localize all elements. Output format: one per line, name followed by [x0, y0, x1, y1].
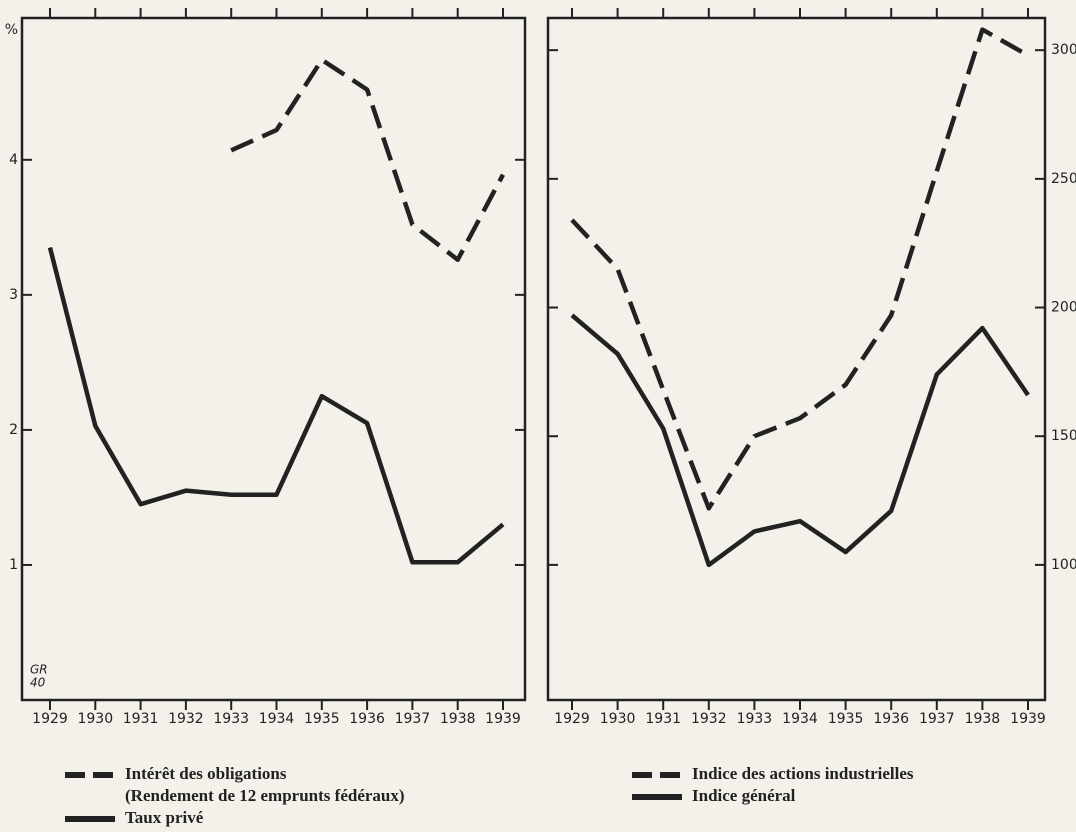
y-tick-label: 2	[9, 422, 18, 438]
x-tick-label: 1930	[77, 711, 113, 727]
x-tick-label: 1931	[645, 711, 681, 727]
y-tick-label: 1	[9, 557, 18, 573]
x-tick-label: 1939	[1010, 711, 1046, 727]
data-line	[230, 57, 505, 262]
data-line	[47, 247, 505, 565]
legend-label: Intérêt des obligations	[125, 764, 287, 783]
x-tick-label: 1938	[440, 711, 476, 727]
x-tick-label: 1937	[395, 711, 431, 727]
x-tick-label: 1937	[919, 711, 955, 727]
annotation: GR	[30, 663, 48, 677]
legend-label: Indice des actions industrielles	[692, 764, 914, 783]
legend-label: Indice général	[692, 786, 796, 805]
x-tick-label: 1936	[349, 711, 385, 727]
y-tick-label: 100	[1051, 557, 1076, 573]
plot-frame	[546, 16, 1047, 702]
x-tick-label: 1932	[691, 711, 727, 727]
data-line	[570, 313, 1030, 568]
x-tick-label: 1929	[32, 711, 68, 727]
y-tick-label: 200	[1051, 300, 1076, 316]
x-tick-label: 1939	[485, 711, 521, 727]
y-tick-label: 250	[1051, 171, 1076, 187]
legend-label: Taux privé	[125, 808, 204, 827]
y-tick-label: 150	[1051, 428, 1076, 444]
y-tick-label: 300	[1051, 42, 1076, 58]
y-tick-label: 3	[9, 287, 18, 303]
x-tick-label: 1934	[782, 711, 818, 727]
annotation: 40	[30, 676, 46, 690]
y-axis-label: %	[5, 22, 18, 38]
x-tick-label: 1935	[304, 711, 340, 727]
x-tick-label: 1930	[600, 711, 636, 727]
plot-frame	[20, 16, 527, 702]
legend-note: (Rendement de 12 emprunts fédéraux)	[125, 786, 405, 805]
x-tick-label: 1933	[737, 711, 773, 727]
x-tick-label: 1929	[554, 711, 590, 727]
x-tick-label: 1932	[168, 711, 204, 727]
data-line	[570, 27, 1030, 511]
x-tick-label: 1938	[965, 711, 1001, 727]
x-tick-label: 1933	[213, 711, 249, 727]
x-tick-label: 1931	[123, 711, 159, 727]
x-tick-label: 1935	[828, 711, 864, 727]
x-tick-label: 1934	[259, 711, 295, 727]
y-tick-label: 4	[9, 152, 18, 168]
x-tick-label: 1936	[873, 711, 909, 727]
